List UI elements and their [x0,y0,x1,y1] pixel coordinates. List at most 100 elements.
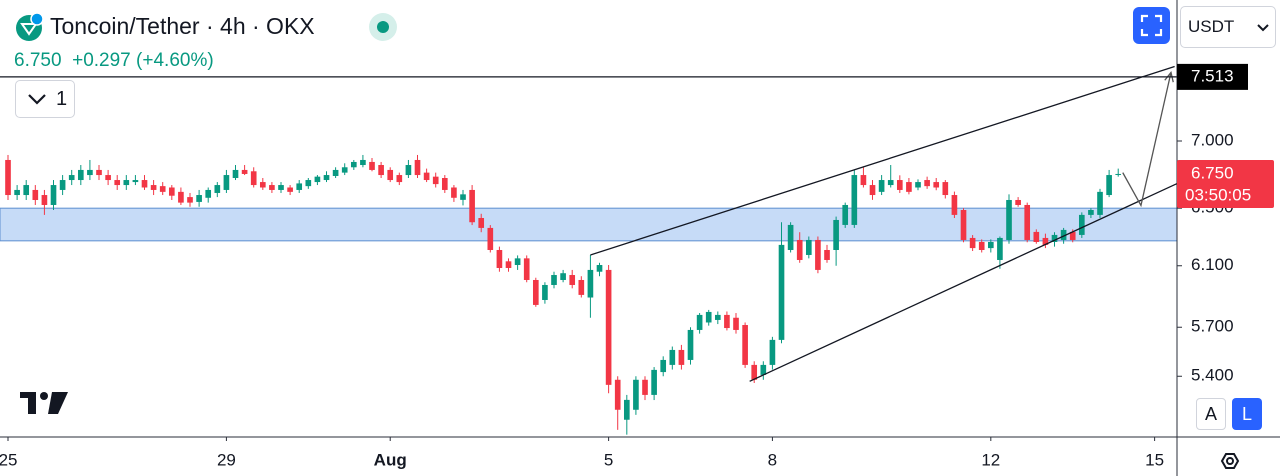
candle-body [50,185,57,205]
candle-body [742,325,748,365]
candle-body [669,349,676,365]
candle-body [714,314,721,320]
candle-body [1006,199,1012,240]
candle-body [451,187,457,198]
fullscreen-button[interactable] [1133,7,1170,44]
candle-body [1060,229,1067,240]
change-pct: (+4.60%) [136,50,214,71]
indicators-toggle[interactable]: 1 [15,80,75,118]
candle-body [269,185,275,190]
candle-body [997,237,1003,260]
candle-body [951,195,958,215]
candle-body [587,269,594,298]
candle-body [833,219,839,250]
candle-body [642,379,648,395]
settings-icon[interactable] [1220,453,1240,469]
candle-body [441,178,448,190]
projection-arrow [1122,72,1172,208]
price-line: 6.750 +0.297 (+4.60%) [14,50,214,72]
candle-body [487,227,494,250]
candle-body [341,167,348,173]
candle-body [796,239,803,260]
indicator-count: 1 [56,88,68,110]
candle-body [933,182,940,188]
candle-body [250,171,257,186]
log-scale-button[interactable]: L [1232,398,1262,430]
candle-body [560,273,566,280]
candle-body [1024,204,1031,240]
candle-body [605,269,612,385]
candle-body [978,241,985,250]
trendline [590,65,1175,256]
currency: USDT [1188,17,1235,36]
candle-body [505,261,512,268]
candle-body [14,189,20,196]
last-price-label: 6.750 [1191,163,1234,182]
candle-body [887,180,894,186]
symbol-title: Toncoin/Tether · 4h · OKX [50,13,315,39]
candle-body [514,258,521,266]
change: +0.297 [72,50,131,71]
candle-body [678,349,685,365]
hline-label-box [1177,63,1248,90]
candle-body [187,197,193,203]
candle-body [532,279,539,305]
candle-body [259,182,266,188]
candle-body [496,249,503,268]
last-price: 6.750 [14,50,62,71]
market-status-dot [377,21,389,33]
candle-body [760,364,767,375]
candle-body [278,185,284,190]
candle-body [369,161,375,170]
candle-body [205,189,212,198]
candle-body [614,379,621,410]
candle-body [478,217,485,228]
candle-body [896,180,903,190]
candle-body [778,244,785,340]
auto-scale-button[interactable]: A [1196,398,1226,430]
candle-body [851,175,858,225]
candle-body [551,275,557,285]
currency-select[interactable]: USDT [1180,6,1276,48]
candle-body [5,159,11,196]
candle-body [578,279,585,295]
candle-body [1069,231,1076,240]
candle-body [751,364,758,380]
candle-body [196,195,202,202]
candle-body [96,169,102,176]
candle-body [906,182,912,192]
candle-body [1106,175,1112,196]
candle-body [805,239,812,255]
candle-body [687,329,694,360]
candle-body [396,175,403,183]
hline-label: 7.513 [1191,66,1234,85]
candle-body [141,180,148,188]
candle-body [305,180,312,187]
candle-body [596,265,603,272]
symbol-logo [16,12,44,41]
tv-logo [20,392,68,414]
candle-body [168,187,175,196]
candle-body [878,180,885,192]
x-tick-label: 15 [1145,450,1164,469]
candle-body [705,311,712,323]
candle-body [1088,209,1094,215]
candle-body [132,180,139,183]
candle-body [123,180,130,186]
candle-body [32,189,39,200]
x-tick-label: 25 [0,450,17,469]
candle-body [1097,191,1103,215]
candle-body [696,314,703,330]
candle-body [223,175,230,190]
candle-body [287,187,293,192]
candle-body [214,185,221,193]
candle-body [432,176,439,185]
candle-body [68,175,75,181]
candle-body [314,176,321,183]
x-tick-label: 8 [768,450,777,469]
candle-body [360,159,366,166]
candle-body [651,369,657,395]
candle-body [423,172,430,181]
